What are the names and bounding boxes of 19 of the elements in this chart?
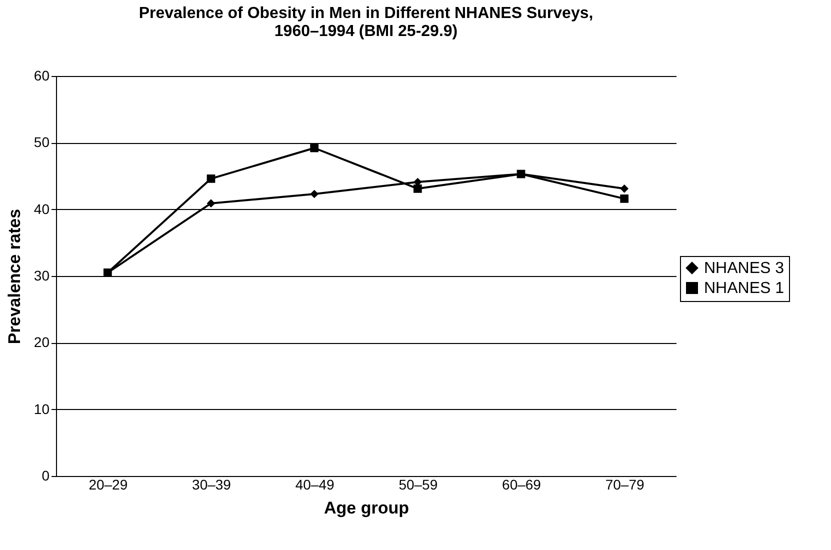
text: Prevalence of Obesity in Men in Different NHANES Surveys,: [138, 5, 594, 22]
text: 1960–1994 (BMI 25-29.9): [274, 23, 458, 40]
y-tick-label: 30: [34, 268, 50, 284]
x-tick-label: 60–69: [502, 476, 542, 492]
x-tick-label: 40–49: [295, 476, 335, 492]
y-axis-title: Prevalence rates: [4, 208, 24, 344]
y-tick-label: 10: [34, 400, 50, 417]
y-tick-label: 40: [34, 200, 50, 217]
y-tick-label: 0: [42, 468, 50, 484]
x-tick-label: 50–59: [398, 476, 438, 492]
x-tick-label: 20–29: [88, 476, 128, 492]
x-tick-label: 70–79: [605, 476, 645, 492]
x-axis-title: Age group: [324, 498, 409, 518]
y-tick-label: 50: [34, 134, 50, 150]
y-tick-label: 60: [34, 68, 50, 84]
legend-label: NHANES 1: [704, 280, 784, 297]
x-tick-label: 30–39: [192, 476, 232, 492]
y-tick-label: 20: [34, 334, 50, 350]
legend-label: NHANES 3: [704, 260, 784, 277]
